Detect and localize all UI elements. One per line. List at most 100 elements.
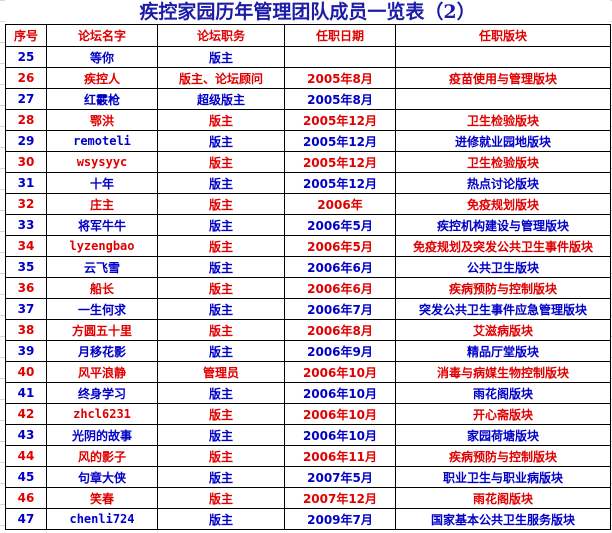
cell-name: 一生何求 (46, 298, 158, 320)
cell-role: 版主 (157, 508, 285, 530)
table-row: 36 船长 版主 2006年6月 疾病预防与控制版块 (5, 277, 611, 299)
cell-board: 开心斋版块 (395, 403, 611, 425)
cell-name: 风的影子 (46, 445, 158, 467)
cell-role: 版主 (157, 277, 285, 299)
cell-board: 疾病预防与控制版块 (395, 277, 611, 299)
cell-no: 37 (5, 298, 47, 320)
table-row: 26 疾控人 版主、论坛顾问 2005年8月 疫苗使用与管理版块 (5, 67, 611, 89)
cell-no: 25 (5, 46, 47, 68)
table-row: 39 月移花影 版主 2006年9月 精品厅堂版块 (5, 340, 611, 362)
cell-name: zhcl6231 (46, 403, 158, 425)
header-name: 论坛名字 (46, 24, 158, 47)
cell-no: 43 (5, 424, 47, 446)
cell-role: 版主 (157, 340, 285, 362)
cell-role: 版主 (157, 319, 285, 341)
table-row: 38 方圆五十里 版主 2006年8月 艾滋病版块 (5, 319, 611, 341)
cell-name: 句章大侠 (46, 466, 158, 488)
cell-role: 版主 (157, 256, 285, 278)
cell-board: 疾控机构建设与管理版块 (395, 214, 611, 236)
cell-board: 职业卫生与职业病版块 (395, 466, 611, 488)
cell-role: 版主 (157, 151, 285, 173)
table-row: 41 终身学习 版主 2006年10月 雨花阁版块 (5, 382, 611, 404)
cell-date: 2005年12月 (284, 151, 396, 173)
cell-board: 消毒与病媒生物控制版块 (395, 361, 611, 383)
cell-date: 2006年6月 (284, 256, 396, 278)
table-row: 32 庄主 版主 2006年 免疫规划版块 (5, 193, 611, 215)
cell-no: 31 (5, 172, 47, 194)
cell-board: 国家基本公共卫生服务版块 (395, 508, 611, 530)
cell-no: 34 (5, 235, 47, 257)
cell-board: 雨花阁版块 (395, 382, 611, 404)
cell-role: 版主 (157, 487, 285, 509)
cell-no: 47 (5, 508, 47, 530)
cell-role: 版主 (157, 235, 285, 257)
cell-date: 2006年 (284, 193, 396, 215)
table-row: 40 风平浪静 管理员 2006年10月 消毒与病媒生物控制版块 (5, 361, 611, 383)
table-row: 47 chenli724 版主 2009年7月 国家基本公共卫生服务版块 (5, 508, 611, 530)
cell-board: 精品厅堂版块 (395, 340, 611, 362)
members-table: 序号 论坛名字 论坛职务 任职日期 任职版块 25 等你 版主 26 疾控人 版主、论坛顾… (5, 24, 611, 530)
cell-name: 庄主 (46, 193, 158, 215)
cell-board: 雨花阁版块 (395, 487, 611, 509)
cell-no: 33 (5, 214, 47, 236)
cell-date: 2005年8月 (284, 88, 396, 110)
cell-board: 家园荷塘版块 (395, 424, 611, 446)
cell-role: 版主 (157, 466, 285, 488)
cell-no: 32 (5, 193, 47, 215)
cell-no: 42 (5, 403, 47, 425)
table-row: 25 等你 版主 (5, 46, 611, 68)
cell-date: 2006年7月 (284, 298, 396, 320)
table-row: 29 remoteli 版主 2005年12月 进修就业园地版块 (5, 130, 611, 152)
cell-role: 版主 (157, 298, 285, 320)
cell-name: 将军牛牛 (46, 214, 158, 236)
cell-date: 2006年11月 (284, 445, 396, 467)
table-row: 33 将军牛牛 版主 2006年5月 疾控机构建设与管理版块 (5, 214, 611, 236)
cell-role: 版主 (157, 46, 285, 68)
cell-role: 版主 (157, 424, 285, 446)
cell-date: 2007年12月 (284, 487, 396, 509)
cell-name: wsysyyc (46, 151, 158, 173)
cell-name: 方圆五十里 (46, 319, 158, 341)
cell-name: 疾控人 (46, 67, 158, 89)
table-row: 27 红霰枪 超级版主 2005年8月 (5, 88, 611, 110)
cell-role: 管理员 (157, 361, 285, 383)
cell-date: 2006年5月 (284, 214, 396, 236)
cell-no: 29 (5, 130, 47, 152)
cell-name: lyzengbao (46, 235, 158, 257)
cell-name: chenli724 (46, 508, 158, 530)
cell-name: 笑春 (46, 487, 158, 509)
cell-role: 版主 (157, 214, 285, 236)
cell-board: 艾滋病版块 (395, 319, 611, 341)
cell-no: 39 (5, 340, 47, 362)
cell-role: 版主 (157, 445, 285, 467)
cell-no: 46 (5, 487, 47, 509)
header-date: 任职日期 (284, 24, 396, 47)
cell-role: 超级版主 (157, 88, 285, 110)
cell-date (284, 46, 396, 68)
cell-date: 2006年10月 (284, 424, 396, 446)
cell-date: 2006年10月 (284, 403, 396, 425)
cell-name: 红霰枪 (46, 88, 158, 110)
cell-role: 版主、论坛顾问 (157, 67, 285, 89)
table-row: 30 wsysyyc 版主 2005年12月 卫生检验版块 (5, 151, 611, 173)
cell-name: 月移花影 (46, 340, 158, 362)
cell-name: 十年 (46, 172, 158, 194)
table-row: 28 鄂洪 版主 2005年12月 卫生检验版块 (5, 109, 611, 131)
header-no: 序号 (5, 24, 47, 47)
cell-role: 版主 (157, 193, 285, 215)
page-title: 疾控家园历年管理团队成员一览表（2） (5, 0, 610, 24)
table-row: 44 风的影子 版主 2006年11月 疾病预防与控制版块 (5, 445, 611, 467)
cell-no: 41 (5, 382, 47, 404)
cell-date: 2006年9月 (284, 340, 396, 362)
cell-no: 38 (5, 319, 47, 341)
table-row: 37 一生何求 版主 2006年7月 突发公共卫生事件应急管理版块 (5, 298, 611, 320)
cell-name: 云飞雪 (46, 256, 158, 278)
cell-name: 鄂洪 (46, 109, 158, 131)
cell-date: 2006年10月 (284, 382, 396, 404)
cell-board: 进修就业园地版块 (395, 130, 611, 152)
cell-name: remoteli (46, 130, 158, 152)
cell-board (395, 88, 611, 110)
cell-board: 卫生检验版块 (395, 109, 611, 131)
table-row: 45 句章大侠 版主 2007年5月 职业卫生与职业病版块 (5, 466, 611, 488)
cell-date: 2007年5月 (284, 466, 396, 488)
